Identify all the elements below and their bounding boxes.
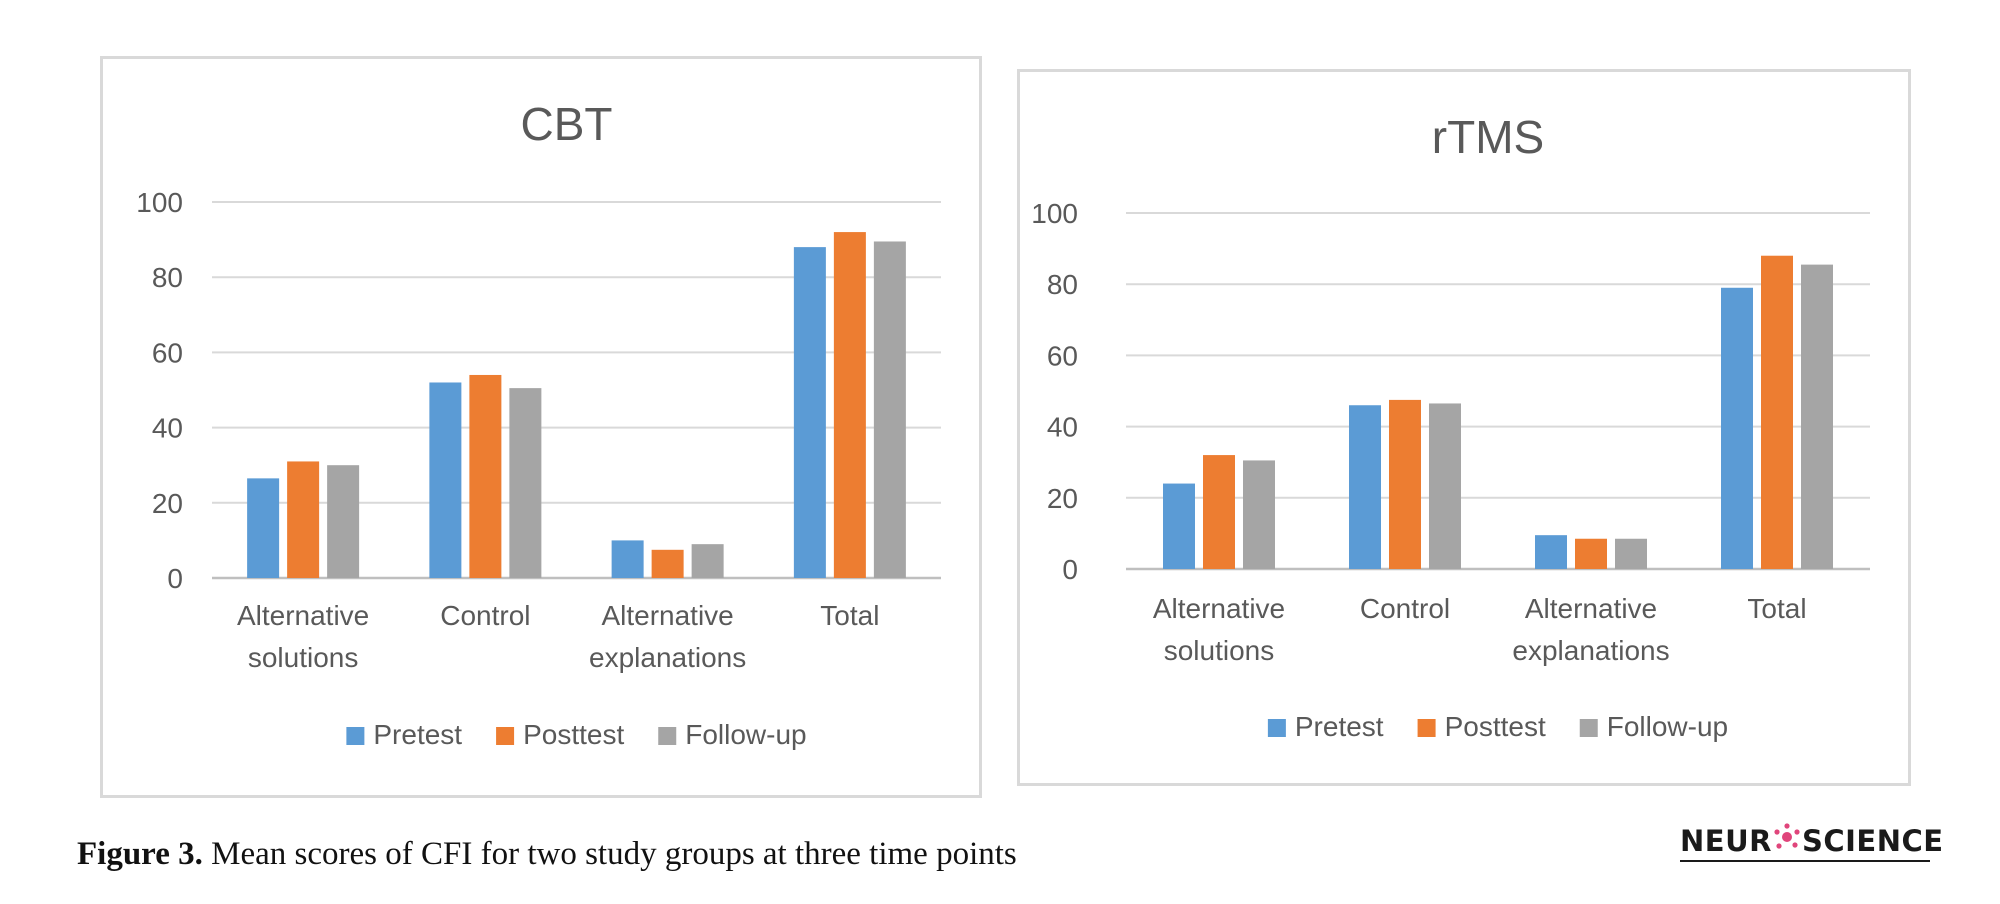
- rtms-x-category-label: solutions: [1164, 635, 1275, 666]
- cbt-bar-follow-up: [327, 465, 360, 578]
- rtms-chart-title: rTMS: [1432, 111, 1544, 163]
- cbt-bar-pretest: [429, 382, 462, 578]
- rtms-y-tick-label: 0: [1062, 554, 1078, 585]
- cbt-y-tick-label: 60: [152, 337, 183, 368]
- rtms-bar-pretest: [1349, 405, 1381, 569]
- rtms-chart: rTMS 0 20 40 60 80 100 Alternative solutions Cont…: [1031, 111, 1870, 742]
- cbt-bar-pretest: [793, 247, 826, 578]
- cbt-bar-follow-up: [509, 388, 542, 578]
- neuroscience-logo: NEUR SCIENCE: [1680, 823, 1943, 858]
- rtms-bar-pretest: [1721, 287, 1753, 569]
- rtms-bar-posttest: [1575, 538, 1607, 569]
- cbt-bar-pretest: [611, 540, 644, 578]
- rtms-chart-panel: rTMS 0 20 40 60 80 100 Alternative solutions Cont…: [1017, 69, 1911, 786]
- figure-caption-label: Figure 3.: [77, 836, 203, 872]
- rtms-y-tick-label: 100: [1031, 198, 1078, 229]
- cbt-legend-label: Pretest: [373, 719, 462, 750]
- logo-text-right: SCIENCE: [1801, 823, 1944, 858]
- cbt-y-tick-label: 0: [167, 563, 183, 594]
- rtms-y-tick-label: 60: [1047, 340, 1078, 371]
- rtms-legend-label: Pretest: [1295, 711, 1384, 742]
- cbt-y-tick-label: 40: [152, 413, 183, 444]
- rtms-x-category-label: Control: [1360, 593, 1450, 624]
- figure-caption: Figure 3. Mean scores of CFI for two stu…: [77, 836, 1017, 873]
- cbt-x-category-label: Total: [820, 600, 879, 631]
- rtms-x-category-label: Total: [1747, 593, 1806, 624]
- rtms-bar-posttest: [1761, 255, 1793, 569]
- neuron-icon: [1773, 823, 1801, 858]
- cbt-x-category-label: solutions: [248, 642, 359, 673]
- cbt-chart: CBT 0 20 40 60 80 100 Alternative solutions Contr…: [136, 98, 941, 750]
- logo-text-left: NEUR: [1680, 823, 1772, 858]
- rtms-y-tick-label: 80: [1047, 269, 1078, 300]
- logo-underline: [1680, 860, 1930, 862]
- cbt-bar-follow-up: [691, 544, 724, 578]
- cbt-x-category-label: Control: [440, 600, 530, 631]
- cbt-bar-pretest: [247, 478, 280, 578]
- cbt-y-tick-label: 20: [152, 488, 183, 519]
- cbt-bar-posttest: [651, 549, 684, 578]
- cbt-y-tick-label: 100: [136, 187, 183, 218]
- rtms-bar-follow-up: [1243, 460, 1275, 569]
- rtms-legend-swatch-pretest: [1267, 719, 1286, 737]
- cbt-bar-posttest: [469, 374, 502, 578]
- rtms-x-category-label: Alternative: [1153, 593, 1285, 624]
- rtms-bar-posttest: [1389, 399, 1421, 569]
- cbt-x-category-label: explanations: [589, 642, 746, 673]
- figure-caption-text: Mean scores of CFI for two study groups …: [202, 836, 1017, 872]
- rtms-x-category-label: explanations: [1512, 635, 1669, 666]
- rtms-legend-label: Posttest: [1445, 711, 1546, 742]
- rtms-x-category-label: Alternative: [1525, 593, 1657, 624]
- cbt-legend-swatch-follow-up: [658, 727, 677, 745]
- rtms-bar-follow-up: [1615, 538, 1647, 569]
- cbt-x-category-label: Alternative: [237, 600, 369, 631]
- rtms-bar-posttest: [1203, 455, 1235, 569]
- cbt-legend-swatch-posttest: [496, 727, 515, 745]
- cbt-bar-follow-up: [873, 241, 906, 579]
- rtms-bar-pretest: [1163, 483, 1195, 569]
- cbt-y-tick-label: 80: [152, 262, 183, 293]
- cbt-bar-posttest: [287, 461, 320, 578]
- rtms-legend-label: Follow-up: [1607, 711, 1728, 742]
- rtms-bar-follow-up: [1429, 403, 1461, 569]
- rtms-y-tick-label: 20: [1047, 483, 1078, 514]
- rtms-bar-follow-up: [1801, 264, 1833, 569]
- rtms-legend-swatch-posttest: [1417, 719, 1436, 737]
- cbt-chart-title: CBT: [521, 98, 613, 150]
- cbt-legend-label: Posttest: [523, 719, 624, 750]
- cbt-x-category-label: Alternative: [601, 600, 733, 631]
- rtms-legend-swatch-follow-up: [1579, 719, 1598, 737]
- cbt-legend-swatch-pretest: [346, 727, 365, 745]
- rtms-y-tick-label: 40: [1047, 412, 1078, 443]
- cbt-legend-label: Follow-up: [685, 719, 806, 750]
- rtms-bar-pretest: [1535, 535, 1567, 569]
- cbt-bar-posttest: [833, 232, 866, 578]
- cbt-chart-panel: CBT 0 20 40 60 80 100 Alternative solutions Contr…: [100, 56, 982, 798]
